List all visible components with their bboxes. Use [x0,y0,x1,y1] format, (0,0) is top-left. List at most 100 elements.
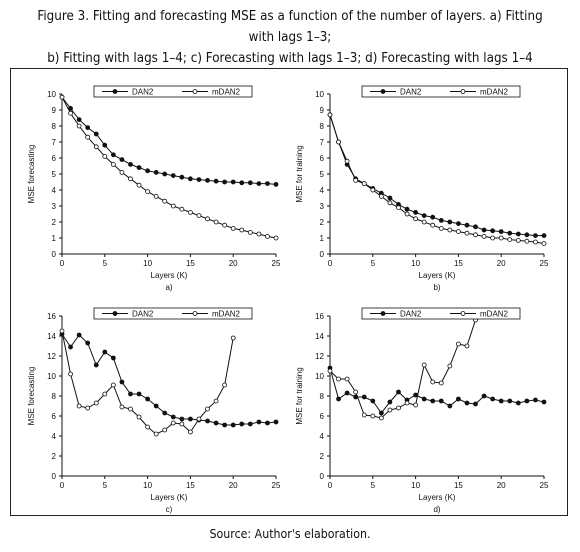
y-tick-label: 10 [315,372,324,381]
data-point-dan2 [447,403,453,409]
data-point-mdan2 [447,363,453,369]
data-point-dan2 [404,206,410,212]
data-point-dan2 [128,391,133,397]
data-point-dan2 [524,398,530,404]
data-point-dan2 [93,131,99,137]
data-point-mdan2 [344,376,350,382]
data-point-dan2 [515,400,521,406]
x-axis-label: Layers (K) [419,493,456,502]
data-point-dan2 [102,349,108,355]
data-point-dan2 [170,173,176,178]
y-tick-label: 10 [47,90,56,99]
data-point-dan2 [256,181,262,186]
data-point-mdan2 [404,211,410,217]
data-point-dan2 [498,398,504,404]
y-tick-label: 4 [320,186,325,195]
data-point-mdan2 [110,382,116,388]
data-point-mdan2 [59,328,65,334]
data-point-mdan2 [239,227,245,233]
data-point-dan2 [455,221,461,227]
data-point-mdan2 [265,233,270,239]
series-line-mdan2 [329,114,545,245]
data-point-mdan2 [273,235,279,241]
x-tick-label: 10 [143,481,152,490]
data-point-mdan2 [119,170,125,175]
data-point-dan2 [464,222,470,228]
data-point-mdan2 [507,237,513,243]
data-point-dan2 [421,396,427,402]
x-tick-label: 0 [60,481,65,490]
data-point-dan2 [68,106,73,111]
data-point-mdan2 [455,229,461,235]
data-point-dan2 [265,420,270,426]
y-tick-label: 8 [52,122,57,131]
data-point-mdan2 [136,414,142,420]
y-tick-label: 4 [320,432,325,441]
data-point-dan2 [498,229,504,235]
data-point-mdan2 [336,139,341,145]
y-tick-label: 16 [315,312,324,321]
data-point-mdan2 [162,427,168,433]
data-point-dan2 [481,227,487,233]
data-point-mdan2 [464,230,470,236]
data-point-dan2 [430,214,436,220]
x-tick-label: 5 [371,481,376,490]
source-note: Source: Author's elaboration. [209,527,371,541]
y-tick-label: 5 [320,170,325,179]
series-line-dan2 [61,96,277,185]
data-point-dan2 [490,228,496,234]
data-point-dan2 [162,171,168,177]
data-point-mdan2 [327,112,333,118]
data-point-mdan2 [187,429,193,435]
data-point-mdan2 [361,412,367,418]
data-point-mdan2 [378,415,384,421]
data-point-dan2 [230,422,236,428]
legend-label: DAN2 [400,310,422,319]
data-point-dan2 [119,379,125,385]
data-point-dan2 [102,142,108,148]
data-point-dan2 [222,422,228,428]
y-tick-label: 5 [52,170,57,179]
data-point-mdan2 [438,225,444,231]
data-point-dan2 [239,421,245,427]
legend-marker [112,311,118,316]
data-point-dan2 [110,152,116,158]
data-point-mdan2 [421,219,427,225]
data-point-dan2 [230,179,236,185]
y-tick-label: 2 [52,452,57,461]
y-tick-label: 0 [52,250,57,259]
data-point-mdan2 [396,405,401,411]
x-axis-label: Layers (K) [151,271,188,280]
figure-caption: Figure 3. Fitting and forecasting MSE as… [23,6,557,69]
x-tick-label: 25 [272,481,281,490]
data-point-mdan2 [128,406,133,412]
data-point-dan2 [213,178,219,184]
figure-frame [10,68,568,516]
y-tick-label: 3 [52,202,57,211]
data-point-mdan2 [76,123,82,129]
data-point-mdan2 [68,110,73,116]
y-axis-label: MSE forecasting [27,145,36,204]
data-point-dan2 [507,230,513,236]
y-tick-label: 8 [320,392,325,401]
data-point-dan2 [507,398,513,404]
legend-label: DAN2 [400,88,422,97]
legend-label: DAN2 [132,310,154,319]
y-tick-label: 0 [52,472,57,481]
chart-panel-a: 0 1 2 3 4 5 6 7 8 9 10 0 5 10 15 20 25 Layers (K) MSE fore… [27,85,281,292]
data-point-mdan2 [327,368,333,374]
data-point-mdan2 [378,194,384,199]
legend-label: mDAN2 [480,310,509,319]
data-point-mdan2 [93,144,99,150]
data-point-dan2 [187,176,193,182]
data-point-dan2 [110,355,116,361]
data-point-dan2 [222,179,228,185]
y-tick-label: 10 [47,372,56,381]
data-point-mdan2 [222,222,228,228]
y-tick-label: 2 [320,452,325,461]
data-point-dan2 [196,177,202,182]
data-point-mdan2 [438,380,444,386]
data-point-dan2 [145,396,150,402]
data-point-mdan2 [102,391,108,397]
x-tick-label: 15 [454,481,463,490]
